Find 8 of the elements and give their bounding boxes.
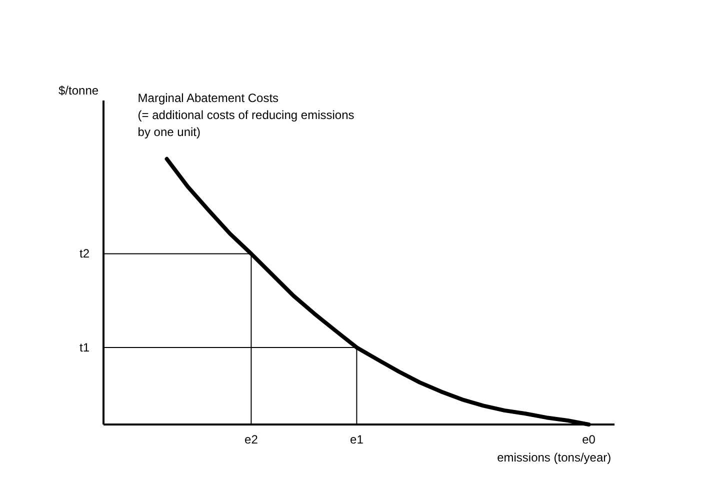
- ref-line-label: t2: [79, 246, 90, 261]
- x-axis-title: emissions (tons/year): [497, 450, 612, 464]
- ref-line-label: t1: [79, 340, 90, 354]
- text: $/tonne: [58, 84, 99, 98]
- text: Marginal Abatement Costs (= additional costs of reducing emissions by one unit): [138, 90, 354, 139]
- x-tick-label: e1: [350, 432, 364, 446]
- x-tick-label: e0: [582, 432, 596, 446]
- x-tick-label: e2: [244, 432, 258, 446]
